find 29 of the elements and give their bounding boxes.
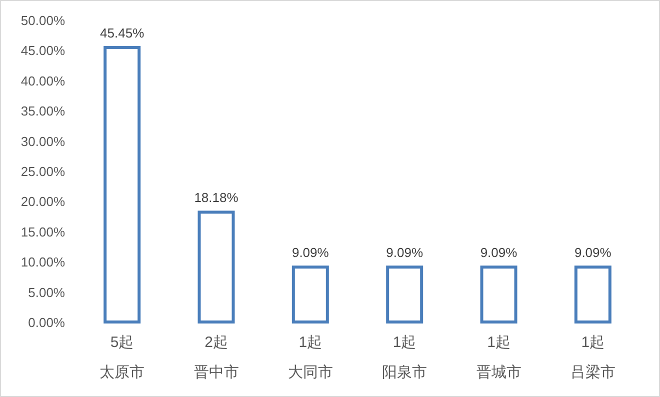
ytick: 45.00%	[20, 43, 65, 58]
ytick: 5.00%	[28, 284, 65, 300]
ytick: 10.00%	[20, 254, 65, 270]
ytick: 15.00%	[20, 224, 65, 240]
data-label: 9.09%	[480, 245, 518, 260]
data-label: 45.45%	[100, 25, 144, 40]
data-label: 18.18%	[194, 190, 238, 206]
ytick: 20.00%	[20, 194, 65, 210]
xtick: 阳泉市	[382, 364, 428, 381]
xtick: 太原市	[100, 364, 145, 381]
data-label: 9.09%	[386, 245, 424, 260]
annotation: 1起	[487, 334, 510, 351]
xtick: 晋中市	[194, 364, 239, 381]
annotation: 1起	[581, 334, 605, 351]
ytick: 40.00%	[20, 73, 65, 88]
xtick: 晋城市	[476, 364, 522, 381]
data-label: 9.09%	[292, 245, 329, 260]
data-label: 9.09%	[574, 245, 612, 260]
annotation: 2起	[204, 334, 228, 351]
xtick: 大同市	[288, 364, 333, 381]
annotation: 1起	[392, 334, 416, 351]
ytick: 50.00%	[20, 13, 65, 28]
annotation: 1起	[298, 334, 322, 351]
ytick: 35.00%	[20, 104, 65, 119]
xtick: 吕梁市	[570, 364, 616, 381]
annotation: 5起	[110, 334, 134, 351]
ytick: 0.00%	[28, 315, 65, 330]
ytick: 25.00%	[20, 164, 65, 179]
ytick: 30.00%	[20, 134, 65, 149]
